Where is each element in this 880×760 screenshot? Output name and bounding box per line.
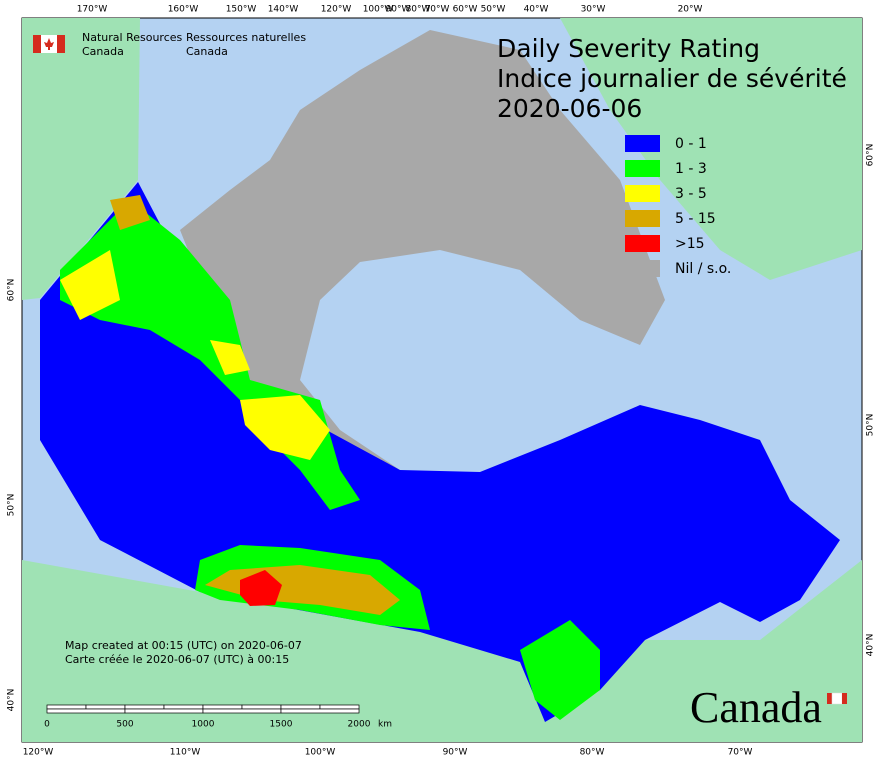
footnote: Carte créée le 2020-06-07 (UTC) à 00:15: [65, 653, 289, 666]
longitude-label: 90°W: [386, 5, 411, 15]
longitude-label: 160°W: [168, 5, 199, 15]
alaska: [22, 18, 140, 300]
scale-segment: [46, 708, 126, 714]
hudson-bay: [380, 292, 540, 462]
rating-gt-15: [240, 570, 282, 606]
map-title: Daily Severity Rating: [497, 34, 760, 63]
longitude-label: 50°W: [481, 5, 506, 15]
scale-segment: [241, 704, 282, 710]
longitude-label: 30°W: [581, 5, 606, 15]
arctic-nil: [180, 30, 665, 470]
maple-leaf: [44, 38, 54, 50]
scale-segment: [124, 704, 165, 710]
legend-label: 5 - 15: [675, 211, 716, 227]
legend-label: Nil / s.o.: [675, 261, 731, 277]
org-name-en: Natural Resources: [82, 31, 183, 44]
longitude-label: 90°W: [443, 748, 468, 758]
scale-segment: [202, 708, 282, 714]
canada-wordmark: Canada: [690, 683, 822, 732]
scale-segment: [319, 704, 360, 710]
longitude-label: 150°W: [226, 5, 257, 15]
org-name-en: Canada: [82, 45, 124, 58]
longitude-label: 40°W: [524, 5, 549, 15]
scale-unit: km: [378, 720, 392, 730]
scale-label: 2000: [348, 720, 371, 730]
usa: [22, 560, 862, 742]
longitude-label: 110°W: [170, 748, 201, 758]
flag-bar: [33, 35, 41, 53]
footnote: Map created at 00:15 (UTC) on 2020-06-07: [65, 639, 302, 652]
rating-3-5: [60, 250, 330, 460]
legend-swatch: [625, 185, 660, 202]
legend-swatch: [625, 160, 660, 177]
scale-bar: 0 500 1000 1500 2000 km: [44, 704, 392, 730]
map-title: Indice journalier de sévérité: [497, 64, 847, 93]
legend-label: >15: [675, 236, 705, 252]
longitude-label: 120°W: [321, 5, 352, 15]
logo: [33, 35, 65, 53]
greenland: [560, 18, 862, 280]
latitude-label: 60°N: [866, 144, 876, 167]
longitude-label: 60°W: [453, 5, 478, 15]
longitude-label: 140°W: [268, 5, 299, 15]
scale-segment: [163, 704, 204, 710]
org-name-fr: Canada: [186, 45, 228, 58]
scale-segment: [46, 704, 87, 710]
scale-label: 1500: [270, 720, 293, 730]
rating-1-3-ontario: [520, 620, 600, 720]
scale-label: 500: [116, 720, 133, 730]
legend-swatch: [625, 210, 660, 227]
legend-label: 3 - 5: [675, 186, 707, 202]
legend-swatch: [625, 260, 660, 277]
latitude-label: 60°N: [7, 279, 17, 302]
latitude-label: 50°N: [866, 414, 876, 437]
longitude-label: 20°W: [678, 5, 703, 15]
map-shapes: [22, 18, 862, 742]
legend-swatch: [625, 135, 660, 152]
longitude-label: 100°W: [305, 748, 336, 758]
scale-segment: [85, 704, 126, 710]
scale-segment: [124, 708, 204, 714]
legend-swatch: [625, 235, 660, 252]
flag-bar: [827, 693, 832, 704]
longitude-label: 120°W: [23, 748, 54, 758]
flag-bar: [842, 693, 847, 704]
longitude-label: 80°W: [580, 748, 605, 758]
scale-segment: [202, 704, 243, 710]
map-title: 2020-06-06: [497, 94, 642, 123]
longitude-label: 70°W: [728, 748, 753, 758]
flag-field: [831, 692, 843, 705]
legend-label: 0 - 1: [675, 136, 707, 152]
org-name-fr: Ressources naturelles: [186, 31, 306, 44]
latitude-label: 50°N: [7, 494, 17, 517]
longitude-label: 100°W: [363, 5, 394, 15]
scale-label: 1000: [192, 720, 215, 730]
longitude-label: 80°W: [406, 5, 431, 15]
latitude-label: 40°N: [866, 634, 876, 657]
flag-bar: [57, 35, 65, 53]
longitude-label: 170°W: [77, 5, 108, 15]
scale-segment: [280, 704, 321, 710]
scale-segment: [280, 708, 360, 714]
legend-label: 1 - 3: [675, 161, 707, 177]
wordmark-flag: [827, 692, 847, 705]
scale-label: 0: [44, 720, 50, 730]
latitude-label: 40°N: [7, 689, 17, 712]
longitude-label: 70°W: [425, 5, 450, 15]
